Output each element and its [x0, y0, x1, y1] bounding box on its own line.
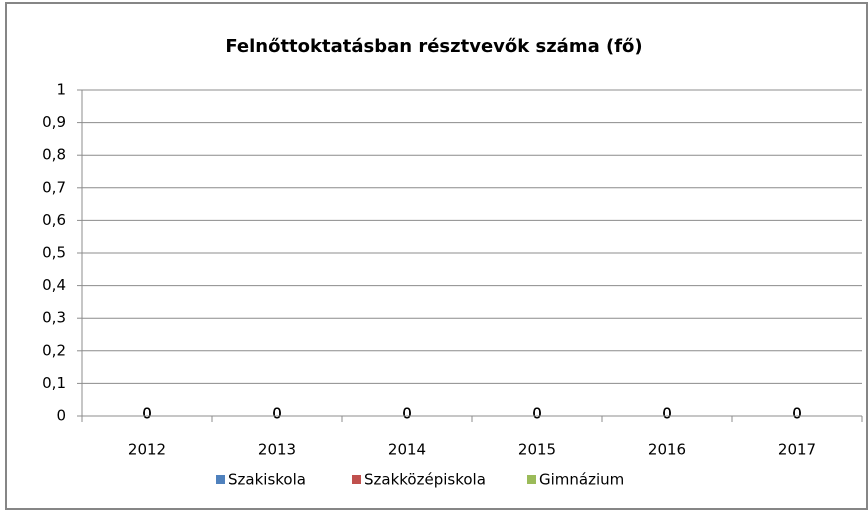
data-label: 0: [142, 405, 152, 423]
y-tick-label: 0,3: [42, 309, 66, 327]
y-tick-label: 0,9: [42, 113, 66, 131]
legend-label: Gimnázium: [539, 471, 624, 489]
chart-frame: [5, 2, 868, 510]
legend-swatch: [352, 475, 361, 484]
x-tick-label: 2017: [778, 441, 816, 459]
y-tick-label: 0,6: [42, 211, 66, 229]
data-label: 0: [402, 405, 412, 423]
legend-swatch: [527, 475, 536, 484]
legend-swatch: [216, 475, 225, 484]
data-label: 0: [532, 405, 542, 423]
x-tick-label: 2014: [388, 441, 426, 459]
chart-title: Felnőttoktatásban résztvevők száma (fő): [225, 36, 642, 57]
data-label: 0: [402, 405, 412, 423]
x-tick-label: 2015: [518, 441, 556, 459]
y-tick-label: 1: [56, 81, 66, 99]
y-tick-label: 0,4: [42, 276, 66, 294]
data-label: 0: [272, 405, 282, 423]
y-tick-label: 0,7: [42, 178, 66, 196]
x-tick-label: 2012: [128, 441, 166, 459]
data-label: 0: [532, 405, 542, 423]
data-label: 0: [792, 405, 802, 423]
data-label: 0: [142, 405, 152, 423]
x-tick-label: 2013: [258, 441, 296, 459]
data-label: 0: [142, 405, 152, 423]
data-label: 0: [272, 405, 282, 423]
y-tick-label: 0,8: [42, 146, 66, 164]
data-label: 0: [792, 405, 802, 423]
legend-label: Szakközépiskola: [364, 471, 486, 489]
data-label: 0: [662, 405, 672, 423]
data-label: 0: [662, 405, 672, 423]
y-tick-label: 0: [56, 407, 66, 425]
y-tick-label: 0,5: [42, 244, 66, 262]
data-label: 0: [272, 405, 282, 423]
x-tick-label: 2016: [648, 441, 686, 459]
y-tick-label: 0,2: [42, 341, 66, 359]
data-label: 0: [402, 405, 412, 423]
data-label: 0: [532, 405, 542, 423]
y-tick-label: 0,1: [42, 374, 66, 392]
data-label: 0: [792, 405, 802, 423]
data-label: 0: [662, 405, 672, 423]
legend-label: Szakiskola: [228, 471, 306, 489]
